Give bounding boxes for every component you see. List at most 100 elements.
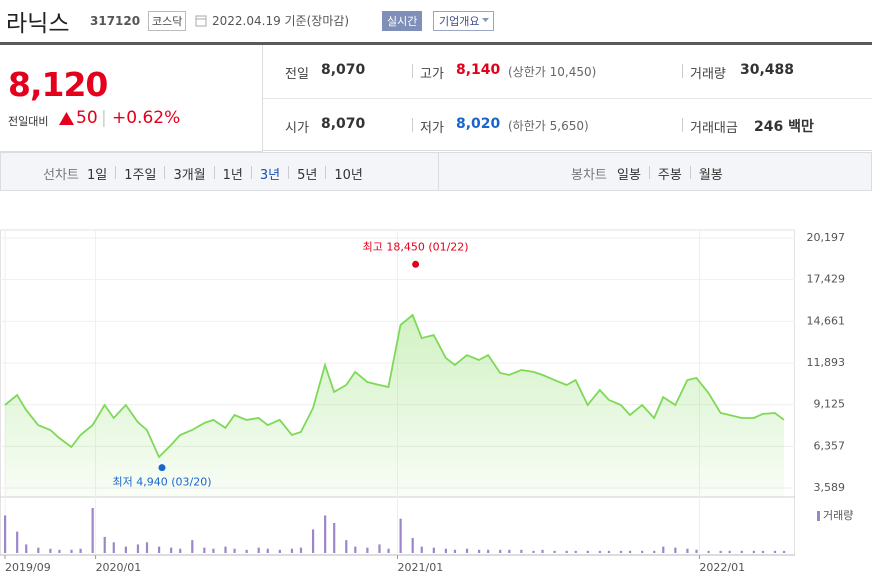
tab[interactable]: 1년 <box>222 168 243 183</box>
volume-bar <box>628 550 632 553</box>
row-rule <box>263 150 872 151</box>
divider: | <box>101 108 107 128</box>
volume-bar <box>179 548 182 553</box>
x-tick-label: 2022/01 <box>699 561 745 574</box>
stat-label: 거래대금 <box>690 121 738 136</box>
tab[interactable]: 3개월 <box>173 168 206 183</box>
y-tick-label: 17,429 <box>807 273 846 286</box>
x-tick-label: 2021/01 <box>398 561 444 574</box>
volume-bar <box>212 548 215 553</box>
volume-bar <box>266 548 269 553</box>
volume-legend: 거래량 <box>823 509 853 522</box>
volume-bar <box>378 544 381 553</box>
volume-bar <box>574 550 577 553</box>
volume-bar <box>58 549 61 553</box>
tab-separator <box>164 166 166 179</box>
volume-bar <box>79 548 82 553</box>
volume-bar <box>541 549 544 553</box>
volume-bar <box>532 550 535 553</box>
stat-divider <box>412 64 413 78</box>
volume-bar <box>233 548 236 553</box>
tab-separator <box>288 166 290 179</box>
volume-bar <box>124 546 127 553</box>
volume-bar <box>112 542 115 553</box>
tab[interactable]: 1일 <box>87 168 108 183</box>
candle-chart-label: 봉차트 <box>571 168 607 183</box>
current-price: 8,120 <box>8 65 108 104</box>
volume-bar <box>752 550 755 553</box>
volume-bar <box>37 547 40 553</box>
volume-bar <box>157 546 161 553</box>
tab[interactable]: 3년 <box>259 168 281 183</box>
price-line <box>4 313 785 459</box>
row-rule <box>263 98 872 99</box>
calendar-icon <box>195 15 207 27</box>
quote-date: 2022.04.19 기준(장마감) <box>212 14 350 28</box>
volume-bar <box>520 549 523 553</box>
y-tick-label: 11,893 <box>807 356 846 369</box>
company-button-label: 기업개요 <box>439 15 480 28</box>
volume-bar <box>145 542 149 553</box>
price-change: 50 <box>76 108 98 128</box>
stat-label: 전일 <box>285 67 309 82</box>
volume-bar <box>366 547 369 553</box>
tab[interactable]: 1주일 <box>124 168 157 183</box>
volume-bar <box>136 544 140 553</box>
volume-bar <box>662 546 665 553</box>
tab[interactable]: 10년 <box>334 168 363 183</box>
tab-separator <box>115 166 117 179</box>
price-panel: 8,120 전일대비 50 | +0.62% <box>0 45 263 152</box>
stat-divider <box>682 118 683 132</box>
volume-bar <box>103 536 106 553</box>
volume-bar <box>49 548 52 553</box>
stat-label: 저가 <box>420 121 444 136</box>
tab[interactable]: 주봉 <box>657 168 682 183</box>
volume-bar <box>290 548 294 553</box>
stat-value: 8,140 <box>456 62 501 78</box>
volume-bar <box>257 547 260 553</box>
volume-bar <box>191 540 194 553</box>
stat-divider <box>412 118 413 132</box>
volume-legend-swatch <box>817 511 820 521</box>
volume-bar <box>411 538 414 553</box>
realtime-button[interactable]: 실시간 <box>382 11 423 31</box>
stat-value: 246 백만 <box>754 119 814 135</box>
change-rate: +0.62% <box>112 108 181 128</box>
y-tick-label: 9,125 <box>814 398 846 411</box>
volume-bar <box>170 547 173 553</box>
volume-bar <box>586 550 589 553</box>
market-badge: 코스닥 <box>148 11 187 31</box>
annotation-dot <box>158 464 166 472</box>
tab[interactable]: 일봉 <box>617 168 641 183</box>
tab-separator <box>250 166 252 179</box>
volume-bar <box>354 546 357 553</box>
volume-bar <box>508 549 511 553</box>
tab[interactable]: 월봉 <box>698 168 723 183</box>
tab-separator <box>325 166 327 179</box>
tab-separator <box>689 166 691 179</box>
volume-bar <box>695 549 698 553</box>
line-tabs: 1일 1주일 3개월 1년 3년 5년 10년 <box>87 164 363 183</box>
volume-bar <box>719 550 722 553</box>
annotation-label: 최고 18,450 (01/22) <box>363 240 469 253</box>
volume-bar <box>444 548 448 553</box>
volume-bar <box>465 548 469 553</box>
volume-bar <box>311 529 315 553</box>
change-label: 전일대비 <box>8 115 49 128</box>
stock-name: 라닉스 <box>6 11 70 37</box>
volume-bar <box>224 546 227 553</box>
volume-bar <box>478 549 481 553</box>
tab-separator <box>213 166 215 179</box>
volume-bar <box>773 550 777 553</box>
volume-bar <box>707 550 710 553</box>
x-tick-label: 2019/09 <box>5 561 51 574</box>
company-button[interactable]: 기업개요 <box>433 11 495 31</box>
tab[interactable]: 5년 <box>297 168 318 183</box>
line-chart-label: 선차트 <box>43 168 79 183</box>
volume-bar <box>499 549 502 553</box>
y-tick-label: 3,589 <box>814 481 846 494</box>
price-area <box>5 315 784 497</box>
annotation-dot <box>412 260 420 268</box>
stat-divider <box>682 64 683 78</box>
